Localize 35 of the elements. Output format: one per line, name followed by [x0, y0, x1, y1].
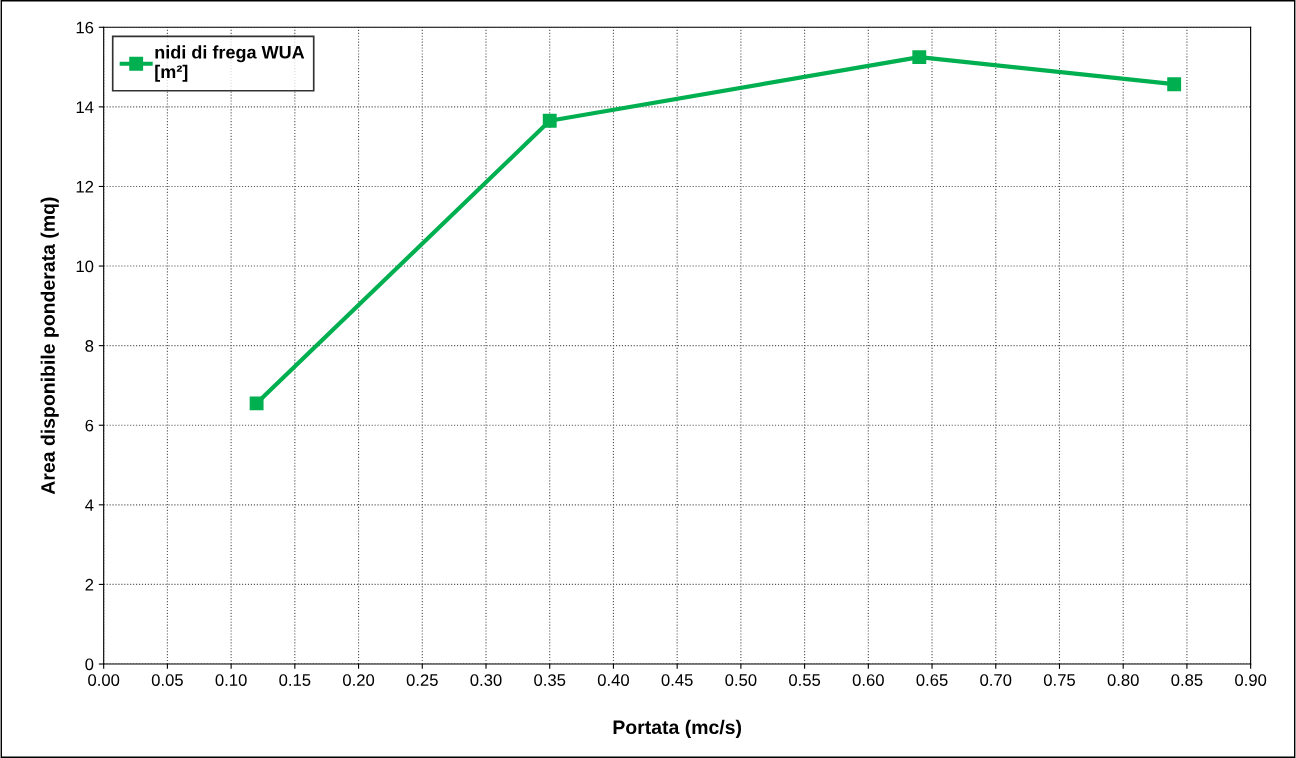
x-tick-label: 0.45	[661, 674, 693, 686]
legend-label: nidi di frega WUA [m²]	[155, 45, 305, 82]
x-tick-label: 0.90	[1235, 674, 1267, 686]
point	[1167, 77, 1182, 92]
x-tick-label: 0.30	[470, 674, 502, 686]
x-axis-title: Portata (mc/s)	[613, 719, 742, 738]
point	[912, 50, 927, 65]
y-tick-label: 4	[85, 499, 94, 511]
point	[542, 113, 557, 128]
x-tick-label: 0.80	[1107, 674, 1139, 686]
y-tick-label: 8	[85, 340, 94, 352]
y-axis-title: Area disponibile ponderata (mq)	[40, 197, 59, 495]
x-tick-label: 0.20	[342, 674, 375, 686]
y-tick-label: 12	[76, 180, 94, 193]
x-tick-label: 0.05	[151, 674, 183, 686]
x-tick-label: 0.25	[406, 674, 438, 686]
point	[249, 396, 264, 411]
y-tick-label: 16	[76, 21, 94, 34]
y-tick-label: 14	[76, 101, 94, 113]
x-tick-label: 0.85	[1171, 674, 1203, 686]
x-tick-label: 0.10	[215, 674, 247, 686]
x-tick-label: 0.40	[597, 674, 630, 686]
x-tick-label: 0.55	[789, 674, 821, 686]
x-tick-label: 0.60	[852, 674, 884, 686]
y-tick-label: 10	[76, 260, 94, 273]
y-tick-label: 0	[85, 658, 94, 671]
x-tick-label: 0.65	[916, 674, 948, 686]
x-tick-label: 0.00	[88, 674, 120, 686]
y-tick-label: 6	[85, 419, 94, 432]
x-tick-label: 0.35	[534, 674, 566, 686]
x-tick-label: 0.15	[279, 674, 311, 686]
x-tick-label: 0.75	[1043, 674, 1075, 686]
y-tick-label: 2	[85, 578, 94, 591]
x-tick-label: 0.70	[980, 674, 1012, 686]
x-tick-label: 0.50	[725, 674, 757, 686]
